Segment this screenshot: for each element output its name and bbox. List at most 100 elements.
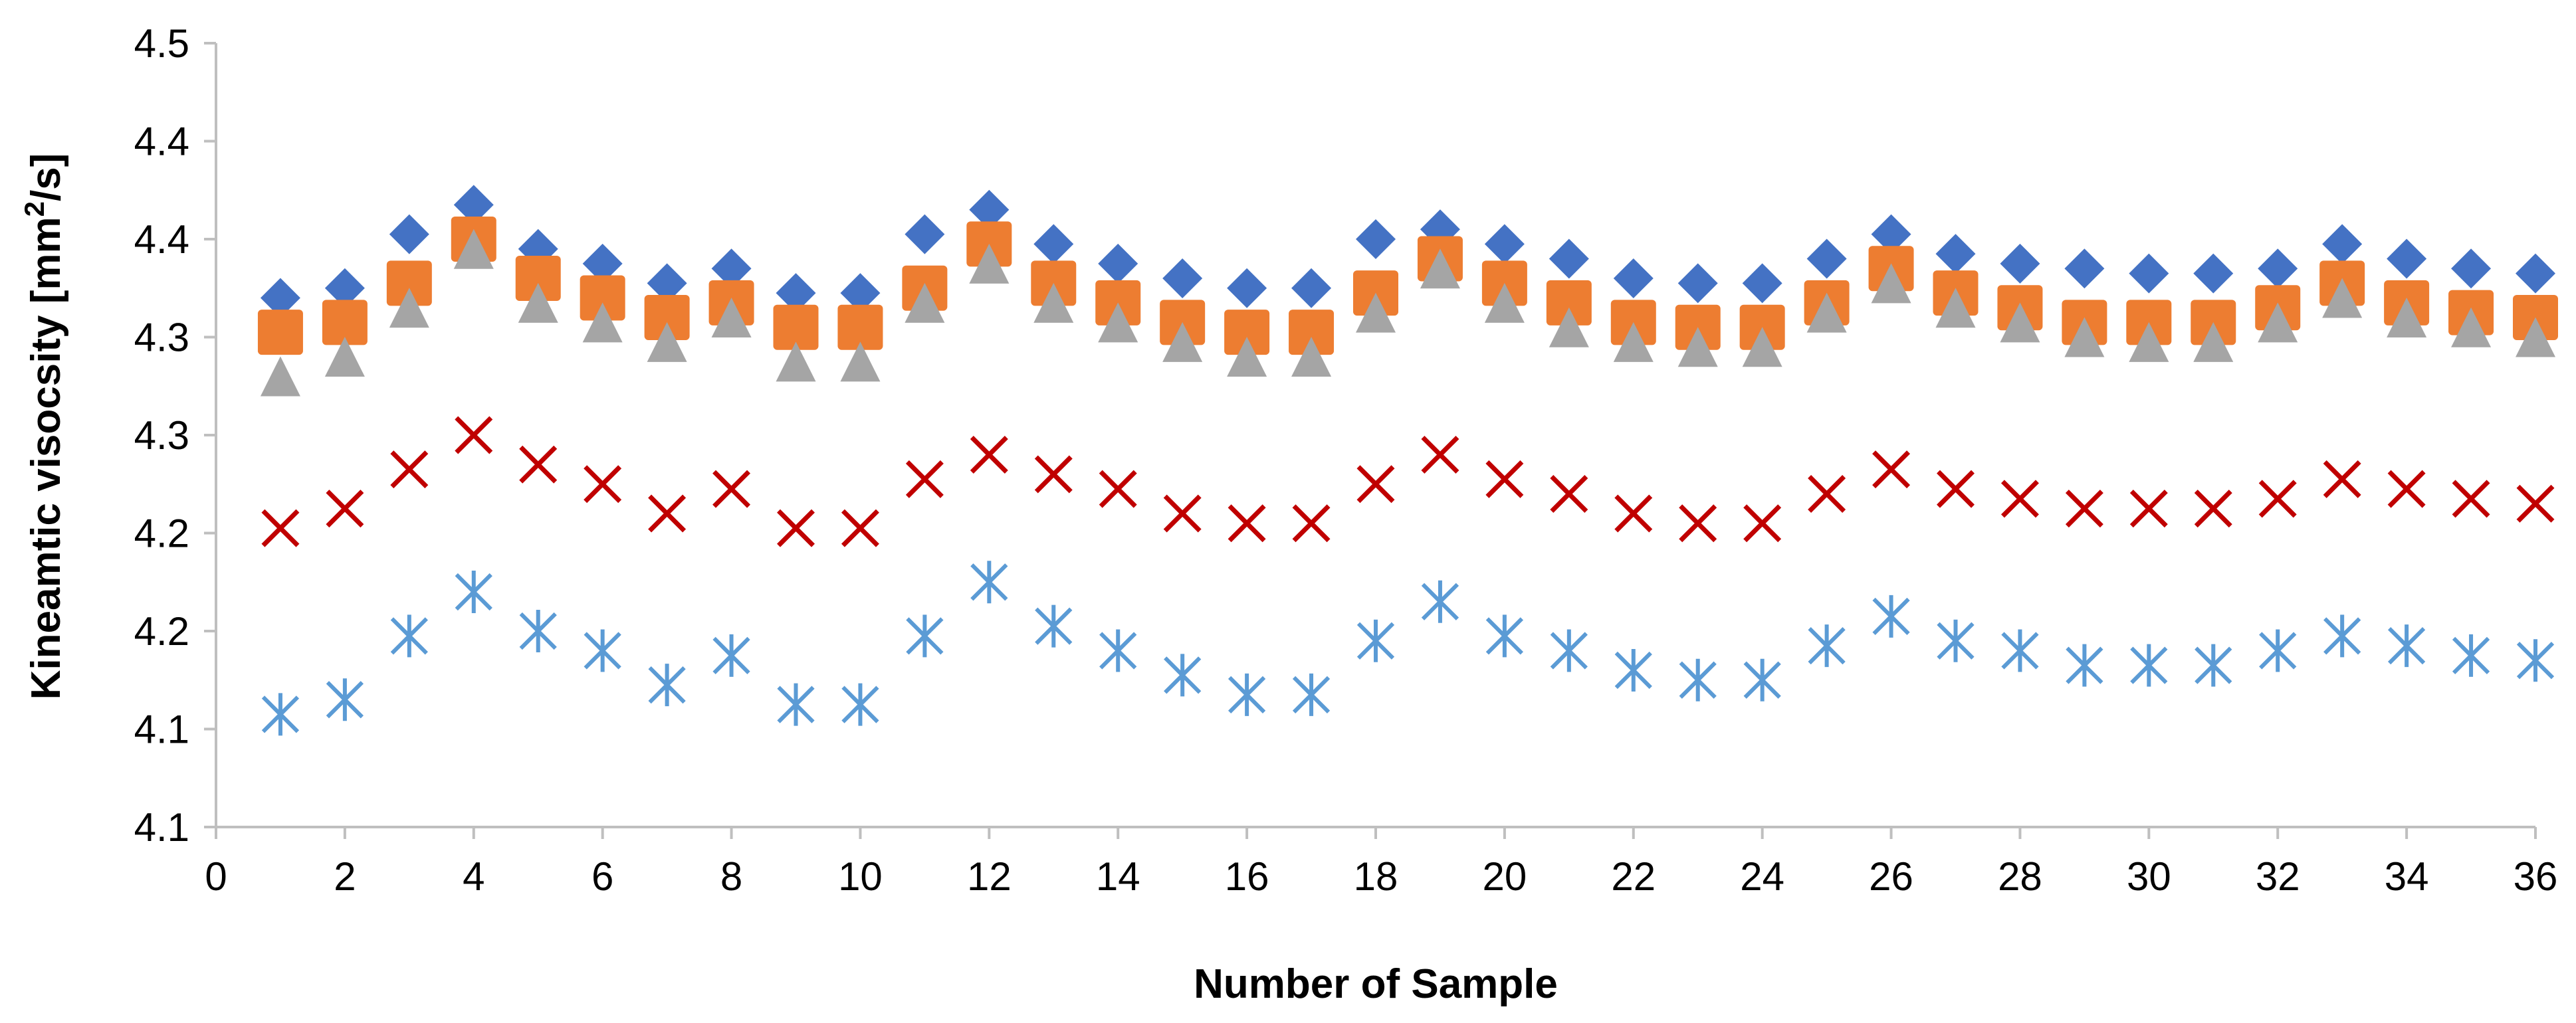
- series-2-point: [644, 295, 690, 340]
- series-3-point: [1871, 263, 1911, 304]
- series-2-point: [580, 275, 625, 321]
- y-axis-ticks: 4.1 4.1 4.2 4.2 4.3 4.3 4.4 4.4 4.5: [134, 21, 216, 850]
- x-tick-label: 28: [1998, 854, 2042, 899]
- series-5-point: [1356, 619, 1395, 662]
- series-5-point: [970, 561, 1008, 604]
- y-tick-label: 4.1: [134, 805, 189, 850]
- series-5-point: [1937, 619, 1975, 662]
- series-5-point: [2323, 614, 2361, 658]
- series-2-point: [1546, 280, 1592, 326]
- x-tick-label: 12: [967, 854, 1012, 899]
- series-4-point: [2000, 480, 2039, 518]
- series-3-point: [518, 282, 558, 323]
- series-4-point: [455, 416, 493, 454]
- series-4-points: [261, 416, 2555, 547]
- series-3-point: [969, 243, 1010, 284]
- series-4-point: [1937, 470, 1975, 508]
- series-3-point: [2516, 317, 2555, 357]
- series-3-point: [260, 356, 300, 397]
- series-4-point: [584, 465, 622, 504]
- series-1-point: [776, 273, 816, 314]
- series-5-point: [1099, 629, 1137, 672]
- series-3-point: [1806, 292, 1847, 333]
- series-5-point: [841, 683, 879, 726]
- series-3-point: [389, 288, 429, 328]
- series-4-point: [841, 509, 879, 547]
- y-tick-label: 4.1: [134, 707, 189, 752]
- series-1-point: [1871, 214, 1911, 254]
- y-tick-label: 4.2: [134, 609, 189, 654]
- series-3-point: [2129, 322, 2169, 362]
- series-2-point: [1289, 310, 1335, 355]
- x-tick-label: 6: [591, 854, 613, 899]
- series-3-point: [1162, 322, 1203, 362]
- series-4-point: [970, 436, 1008, 474]
- series-3-point: [776, 341, 816, 382]
- x-tick-label: 8: [720, 854, 742, 899]
- series-3-point: [1549, 307, 1589, 347]
- series-3-point: [1420, 248, 1460, 289]
- series-5-point: [584, 629, 621, 672]
- series-2-point: [386, 260, 432, 306]
- series-3-point: [711, 298, 752, 337]
- x-tick-label: 10: [838, 854, 883, 899]
- series-5-point: [1550, 629, 1588, 672]
- series-4-point: [1808, 475, 1846, 513]
- series-4-point: [390, 450, 429, 489]
- series-5-point: [2516, 639, 2555, 682]
- series-1-point: [389, 214, 429, 254]
- series-1-point: [1613, 258, 1654, 298]
- series-4-point: [2258, 480, 2297, 518]
- series-3-point: [1227, 337, 1267, 377]
- series-1-point: [582, 243, 623, 284]
- series-2-point: [1224, 310, 1270, 355]
- series-4-point: [1228, 504, 1266, 543]
- x-tick-label: 2: [334, 854, 356, 899]
- x-tick-label: 20: [1483, 854, 1527, 899]
- y-axis-title-superscript: 2: [19, 201, 50, 217]
- series-5-point: [2195, 644, 2232, 687]
- series-1-point: [2387, 238, 2427, 279]
- series-4-point: [2387, 470, 2426, 508]
- x-tick-label: 16: [1225, 854, 1269, 899]
- series-1-point: [1549, 238, 1589, 279]
- series-4-point: [2323, 460, 2361, 498]
- series-4-point: [648, 494, 687, 533]
- series-3-point: [582, 302, 623, 343]
- y-tick-label: 4.5: [134, 21, 189, 66]
- series-5-point: [261, 693, 300, 736]
- series-2-point: [515, 256, 561, 301]
- series-4-point: [712, 470, 751, 508]
- series-5-point: [1679, 658, 1717, 701]
- series-4-point: [2194, 490, 2232, 528]
- series-5-point: [1421, 580, 1459, 623]
- series-5-point: [2066, 644, 2103, 687]
- series-3-points: [260, 229, 2555, 397]
- y-tick-label: 4.4: [134, 217, 189, 262]
- series-5-point: [777, 683, 815, 726]
- series-1-points: [260, 185, 2555, 318]
- chart-axes: [215, 43, 2535, 828]
- series-3-point: [1484, 282, 1525, 323]
- series-4-point: [2516, 484, 2555, 523]
- series-5-point: [906, 614, 944, 658]
- series-3-point: [905, 282, 945, 323]
- series-5-point: [1164, 654, 1202, 697]
- series-5-point: [1614, 649, 1652, 692]
- series-3-point: [1742, 327, 1782, 367]
- series-5-point: [2452, 634, 2490, 677]
- y-tick-label: 4.3: [134, 316, 189, 360]
- series-3-point: [1613, 322, 1654, 362]
- series-3-point: [2387, 298, 2427, 337]
- series-5-point: [326, 678, 364, 721]
- data-points: [257, 185, 2558, 736]
- series-1-point: [1806, 238, 1847, 279]
- x-tick-label: 26: [1869, 854, 1913, 899]
- series-3-point: [1098, 302, 1138, 343]
- series-1-point: [969, 189, 1010, 230]
- series-5-point: [390, 614, 428, 658]
- series-1-point: [840, 273, 881, 314]
- series-5-point: [519, 610, 557, 652]
- series-3-point: [1356, 292, 1396, 333]
